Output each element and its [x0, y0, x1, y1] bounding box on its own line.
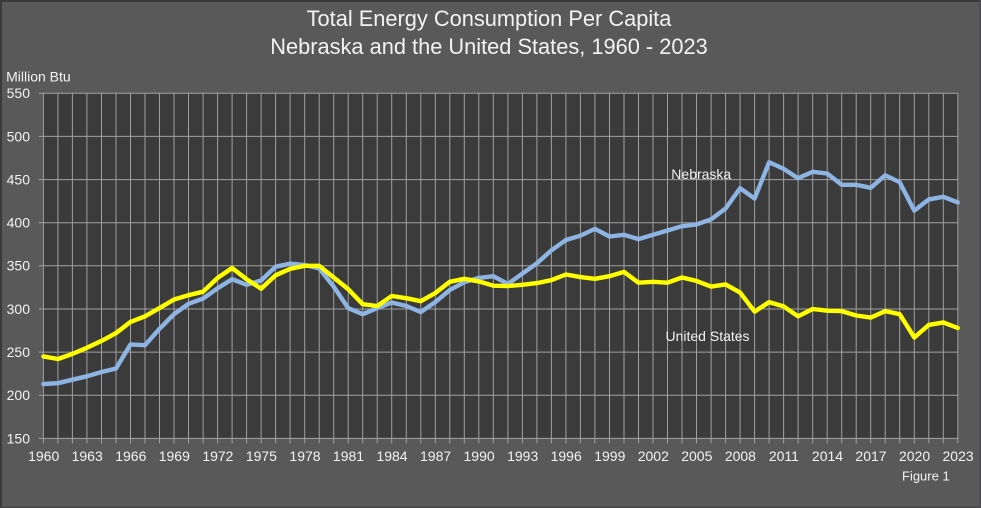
svg-text:150: 150 — [7, 430, 31, 446]
svg-text:1981: 1981 — [333, 448, 364, 464]
svg-text:United States: United States — [666, 328, 750, 344]
svg-text:1996: 1996 — [551, 448, 582, 464]
svg-text:250: 250 — [7, 344, 31, 360]
svg-text:1993: 1993 — [507, 448, 538, 464]
svg-text:400: 400 — [7, 215, 31, 231]
svg-text:550: 550 — [7, 85, 31, 101]
svg-text:Nebraska: Nebraska — [671, 166, 731, 182]
svg-text:2008: 2008 — [725, 448, 756, 464]
svg-text:2017: 2017 — [855, 448, 886, 464]
svg-text:2020: 2020 — [899, 448, 930, 464]
svg-text:Figure 1: Figure 1 — [902, 469, 950, 484]
svg-text:200: 200 — [7, 387, 31, 403]
svg-text:2011: 2011 — [769, 448, 799, 464]
svg-text:1990: 1990 — [464, 448, 495, 464]
svg-text:Million Btu: Million Btu — [6, 69, 71, 85]
svg-text:1963: 1963 — [72, 448, 103, 464]
svg-text:2023: 2023 — [943, 448, 974, 464]
svg-text:Nebraska and the United States: Nebraska and the United States, 1960 - 2… — [270, 34, 707, 59]
svg-text:300: 300 — [7, 301, 31, 317]
svg-text:1960: 1960 — [28, 448, 59, 464]
svg-text:2002: 2002 — [638, 448, 669, 464]
svg-text:1987: 1987 — [420, 448, 451, 464]
svg-text:450: 450 — [7, 172, 31, 188]
svg-text:1969: 1969 — [159, 448, 190, 464]
svg-text:2005: 2005 — [681, 448, 712, 464]
svg-text:350: 350 — [7, 258, 31, 274]
svg-text:1999: 1999 — [594, 448, 625, 464]
svg-text:2014: 2014 — [812, 448, 843, 464]
svg-text:1966: 1966 — [115, 448, 146, 464]
svg-text:1984: 1984 — [376, 448, 407, 464]
svg-text:1978: 1978 — [289, 448, 320, 464]
svg-text:500: 500 — [7, 128, 31, 144]
svg-text:1975: 1975 — [246, 448, 277, 464]
svg-text:Total Energy Consumption Per C: Total Energy Consumption Per Capita — [307, 6, 673, 31]
svg-text:1972: 1972 — [202, 448, 233, 464]
